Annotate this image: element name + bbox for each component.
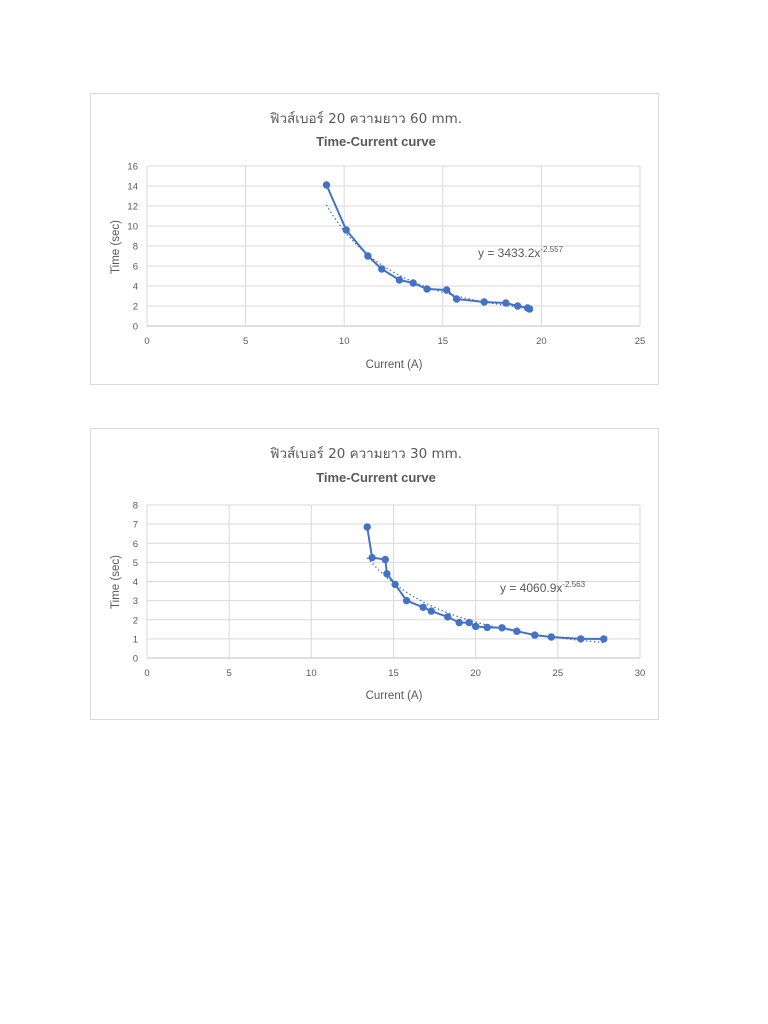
chart-1-y-tick-label: 16: [127, 162, 138, 173]
chart-2-x-tick-label: 30: [635, 668, 646, 679]
chart-2-trendline-equation: y = 4060.9x-2.563: [500, 580, 586, 595]
chart-1-y-tick-label: 10: [127, 222, 138, 233]
chart-1-x-tick-label: 0: [144, 336, 149, 347]
chart-2-data-point: [513, 627, 521, 635]
chart-2-y-tick-label: 0: [133, 654, 138, 665]
chart-2-x-tick-label: 20: [470, 668, 481, 679]
chart-2-data-point: [547, 633, 555, 641]
chart-2-y-tick-label: 7: [133, 520, 138, 531]
chart-1-y-tick-label: 0: [133, 322, 138, 333]
chart-1-data-point: [514, 302, 522, 310]
chart-2-data-point: [483, 623, 491, 632]
chart-1-data-point: [364, 252, 372, 260]
chart-2-y-tick-label: 8: [133, 501, 138, 512]
chart-1-y-tick-label: 2: [133, 302, 138, 313]
chart-1-y-tick-label: 6: [133, 262, 138, 273]
chart-2-equation-text: y = 4060.9x: [500, 581, 562, 595]
chart-1-data-point: [525, 305, 534, 313]
chart-2-data-point: [444, 613, 452, 621]
chart-2-x-axis-label: Current (A): [366, 690, 423, 702]
chart-1-y-tick-label: 14: [127, 182, 138, 193]
chart-2-y-tick-label: 5: [133, 558, 138, 569]
chart-1-x-axis-label: Current (A): [366, 359, 423, 371]
chart-1-data-point: [423, 285, 431, 293]
chart-1-data-point: [395, 276, 404, 284]
chart-1-data-point: [378, 265, 386, 273]
chart-2-data-point: [600, 635, 608, 643]
chart-1-svg: ฟิวส์เบอร์ 20 ความยาว 60 mm. Time-Curren…: [110, 110, 645, 371]
chart-2-y-axis-label: Time (sec): [110, 555, 122, 609]
chart-1-data-point: [322, 181, 331, 189]
chart-2-title: ฟิวส์เบอร์ 20 ความยาว 30 mm.: [270, 445, 462, 462]
chart-2-y-tick-label: 2: [133, 615, 138, 626]
chart-2-data-point: [577, 635, 585, 643]
chart-2-x-tick-label: 5: [227, 668, 232, 679]
chart-2-data-point: [381, 555, 389, 564]
chart-1-trendline-equation: y = 3433.2x-2.557: [478, 245, 564, 260]
chart-2-data-point: [455, 618, 463, 627]
chart-1-title: ฟิวส์เบอร์ 20 ความยาว 60 mm.: [270, 110, 462, 127]
chart-1-y-tick-label: 4: [133, 282, 138, 293]
chart-2-data-point: [472, 622, 480, 631]
chart-2-y-tick-label: 4: [133, 577, 138, 588]
chart-2-data-point: [368, 553, 376, 562]
chart-1-data-point: [452, 295, 461, 303]
chart-1-y-tick-label: 8: [133, 242, 138, 253]
chart-1-x-tick-label: 25: [635, 336, 646, 347]
chart-1-equation-text: y = 3433.2x: [478, 246, 540, 260]
chart-1-data-point: [502, 299, 510, 307]
chart-1-y-axis-label: Time (sec): [110, 220, 122, 274]
chart-1-data-point: [342, 226, 350, 234]
chart-1-x-tick-label: 10: [339, 336, 350, 347]
chart-2-data-point: [498, 624, 506, 632]
chart-1-subtitle: Time-Current curve: [316, 134, 436, 149]
chart-2-x-tick-label: 25: [553, 668, 564, 679]
chart-2-data-point: [391, 580, 399, 589]
chart-2-y-tick-label: 6: [133, 539, 138, 550]
chart-1-x-tick-label: 5: [243, 336, 248, 347]
chart-1-data-point: [409, 279, 417, 287]
chart-1-plot: 0 2 4 6 8 10 12 14 16 0 5 10 15 20 25: [127, 162, 645, 348]
chart-1-data-point: [480, 298, 488, 306]
chart-2: ฟิวส์เบอร์ 20 ความยาว 30 mm. Time-Curren…: [90, 428, 659, 720]
chart-2-svg: ฟิวส์เบอร์ 20 ความยาว 30 mm. Time-Curren…: [110, 445, 646, 702]
chart-2-data-point: [531, 631, 539, 639]
chart-2-y-tick-label: 1: [133, 634, 138, 645]
chart-2-trendline: [366, 557, 604, 644]
chart-1-x-tick-label: 15: [438, 336, 449, 347]
chart-1-x-tick-label: 20: [536, 336, 547, 347]
chart-2-x-tick-label: 10: [306, 668, 317, 679]
chart-2-data-point: [383, 570, 391, 578]
chart-2-data-point: [402, 596, 411, 605]
chart-2-plot: 0 1 2 3 4 5 6 7 8 0 5 10 15 20 25 30: [133, 501, 646, 680]
chart-1: ฟิวส์เบอร์ 20 ความยาว 60 mm. Time-Curren…: [90, 93, 659, 385]
chart-2-x-tick-label: 0: [144, 668, 149, 679]
chart-1-data-point: [443, 286, 451, 294]
chart-1-equation-exponent: -2.557: [540, 245, 563, 254]
chart-2-equation-exponent: -2.563: [562, 580, 585, 589]
chart-1-y-tick-label: 12: [127, 202, 138, 213]
chart-2-subtitle: Time-Current curve: [316, 470, 436, 485]
chart-2-data-point: [419, 603, 427, 612]
chart-2-data-point: [363, 523, 371, 531]
chart-2-x-tick-label: 15: [388, 668, 399, 679]
chart-2-data-point: [427, 607, 435, 615]
chart-2-y-tick-label: 3: [133, 596, 138, 607]
chart-2-data-point: [465, 618, 473, 627]
